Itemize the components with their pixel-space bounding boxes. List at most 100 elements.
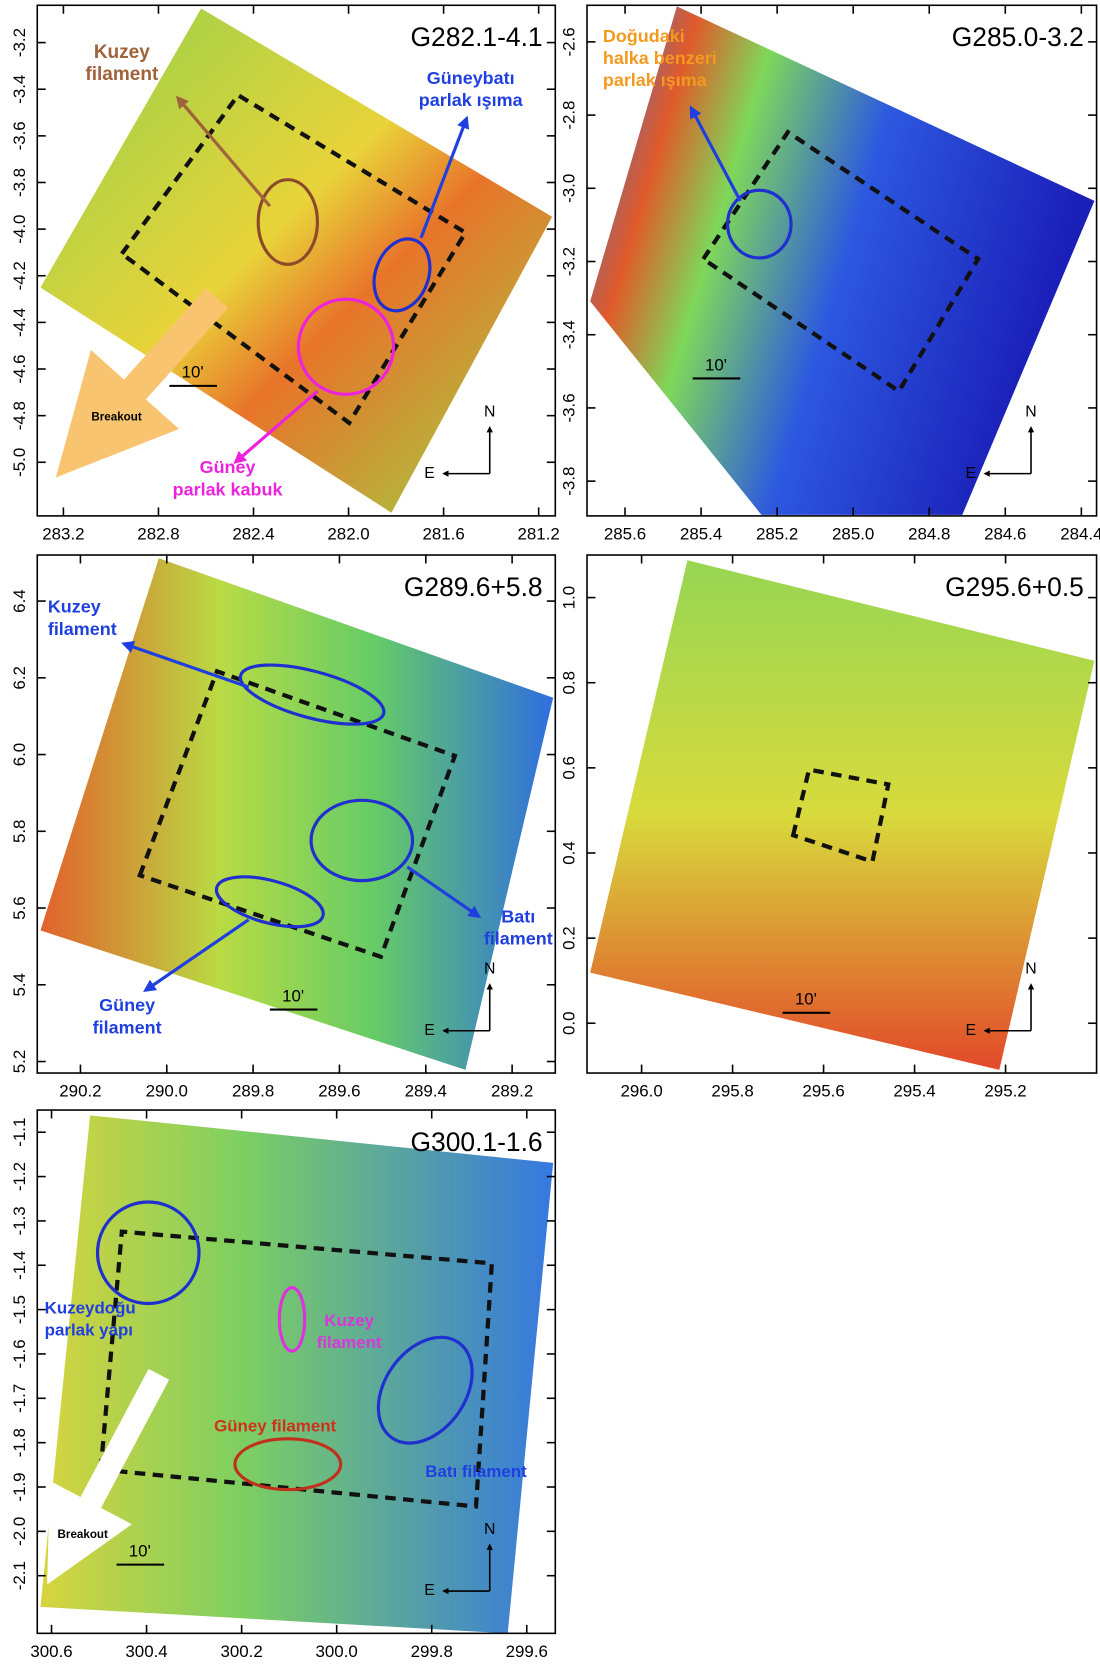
y-tick-label: -3.2	[10, 28, 29, 57]
annotation: parlak kabuk	[173, 479, 284, 499]
x-tick-label: 282.0	[327, 524, 369, 543]
y-tick-label: -3.2	[560, 247, 579, 276]
y-tick-label: -1.2	[10, 1162, 29, 1191]
annotation: filament	[85, 64, 159, 85]
x-tick-label: 284.6	[984, 524, 1026, 543]
annotation: Doğudaki	[603, 26, 685, 46]
annotation: filament	[48, 619, 117, 639]
annotation: Güneybatı	[427, 68, 515, 88]
y-tick-label: -2.0	[10, 1517, 29, 1546]
y-tick-label: -1.3	[10, 1206, 29, 1235]
x-tick-label: 289.2	[491, 1082, 533, 1101]
map-image	[40, 1115, 553, 1633]
compass-label: E	[965, 1022, 976, 1039]
y-tick-label: -2.6	[560, 27, 579, 56]
annotation: Kuzey	[94, 42, 150, 63]
x-tick-label: 300.0	[316, 1642, 358, 1661]
x-tick-label: 295.4	[893, 1082, 935, 1101]
x-tick-label: 290.2	[59, 1082, 101, 1101]
x-tick-label: 281.6	[422, 524, 464, 543]
annotation: halka benzeri	[603, 48, 717, 68]
scale-bar-label: 10'	[705, 355, 727, 374]
y-tick-label: -4.4	[10, 308, 29, 337]
x-tick-label: 283.2	[42, 524, 84, 543]
y-tick-label: -3.8	[560, 467, 579, 496]
x-tick-label: 285.4	[680, 524, 722, 543]
y-tick-label: -3.6	[10, 121, 29, 150]
y-tick-label: 5.6	[10, 896, 29, 920]
scale-bar-label: 10'	[182, 363, 204, 382]
y-tick-label: 6.4	[10, 589, 29, 613]
x-tick-label: 281.2	[517, 524, 559, 543]
annotation: Kuzey	[48, 597, 101, 617]
x-tick-label: 289.6	[318, 1082, 360, 1101]
annotation: parlak yapı	[45, 1320, 133, 1339]
compass-label: N	[1025, 403, 1036, 420]
scale-bar-label: 10'	[129, 1541, 151, 1560]
annotation: filament	[317, 1333, 382, 1352]
panel-title: G289.6+5.8	[404, 572, 543, 602]
y-tick-label: 5.4	[10, 973, 29, 997]
figure: 283.2282.8282.4282.0281.6281.2-3.2-3.4-3…	[0, 0, 1100, 1664]
y-tick-label: -4.8	[10, 401, 29, 430]
annotation: filament	[93, 1017, 162, 1037]
y-tick-label: -3.6	[560, 393, 579, 422]
y-tick-label: -5.0	[10, 448, 29, 477]
y-tick-label: 5.2	[10, 1050, 29, 1074]
annotation: Kuzey	[324, 1311, 374, 1330]
scale-bar-label: 10'	[795, 990, 817, 1009]
x-tick-label: 295.8	[711, 1082, 753, 1101]
annotation: Güney filament	[214, 1417, 336, 1436]
page: 283.2282.8282.4282.0281.6281.2-3.2-3.4-3…	[0, 0, 1100, 1664]
x-tick-label: 289.8	[232, 1082, 274, 1101]
y-tick-label: -1.8	[10, 1428, 29, 1457]
y-tick-label: -3.8	[10, 168, 29, 197]
x-tick-label: 299.6	[506, 1642, 548, 1661]
y-tick-label: 6.2	[10, 666, 29, 690]
x-tick-label: 300.4	[125, 1642, 167, 1661]
compass-label: E	[424, 465, 435, 482]
x-tick-label: 300.2	[220, 1642, 262, 1661]
x-tick-label: 295.2	[984, 1082, 1026, 1101]
annotation: parlak ışıma	[419, 90, 524, 110]
compass-label: N	[484, 403, 495, 420]
x-tick-label: 299.8	[411, 1642, 453, 1661]
x-tick-label: 290.0	[146, 1082, 188, 1101]
y-tick-label: -3.4	[10, 75, 29, 104]
x-tick-label: 282.4	[232, 524, 274, 543]
panel-title: G282.1-4.1	[410, 22, 542, 52]
annotation: Breakout	[58, 1528, 108, 1541]
y-tick-label: -1.9	[10, 1472, 29, 1501]
x-tick-label: 285.6	[604, 524, 646, 543]
y-tick-label: -1.7	[10, 1384, 29, 1413]
compass-label: N	[484, 961, 495, 978]
annotation: parlak ışıma	[603, 70, 708, 90]
y-tick-label: -2.1	[10, 1561, 29, 1590]
y-tick-label: 1.0	[560, 586, 579, 610]
annotation: Breakout	[91, 411, 141, 424]
y-tick-label: -4.6	[10, 354, 29, 383]
y-tick-label: 0.2	[560, 926, 579, 950]
y-tick-label: 0.4	[560, 841, 579, 865]
y-tick-label: 0.0	[560, 1011, 579, 1035]
panel-title: G285.0-3.2	[952, 22, 1084, 52]
y-tick-label: -1.4	[10, 1251, 29, 1280]
scale-bar-label: 10'	[282, 986, 304, 1005]
y-tick-label: 6.0	[10, 743, 29, 767]
panel-title: G300.1-1.6	[410, 1127, 542, 1157]
map-image	[590, 560, 1094, 1070]
annotation: filament	[484, 929, 553, 949]
x-tick-label: 284.8	[908, 524, 950, 543]
x-tick-label: 285.2	[756, 524, 798, 543]
annotation: Güney	[99, 995, 155, 1015]
panel-title: G295.6+0.5	[945, 572, 1084, 602]
compass-label: N	[484, 1521, 495, 1538]
y-tick-label: 0.6	[560, 756, 579, 780]
x-tick-label: 295.6	[802, 1082, 844, 1101]
y-tick-label: 0.8	[560, 671, 579, 695]
y-tick-label: -1.5	[10, 1295, 29, 1324]
annotation: Batı filament	[425, 1462, 527, 1481]
x-tick-label: 289.4	[405, 1082, 447, 1101]
y-tick-label: -1.1	[10, 1118, 29, 1147]
x-tick-label: 284.4	[1060, 524, 1100, 543]
